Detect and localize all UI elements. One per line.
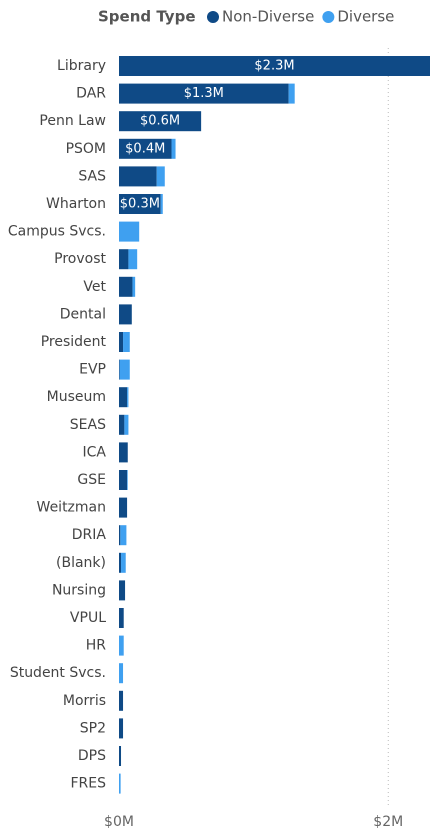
bar-segment bbox=[119, 194, 161, 214]
bar-segment bbox=[160, 194, 163, 214]
data-label: $0.3M bbox=[120, 197, 160, 212]
y-tick-label: Dental bbox=[60, 306, 106, 322]
data-label: $1.3M bbox=[184, 86, 224, 101]
bar-segment bbox=[119, 552, 122, 573]
bar-segment bbox=[119, 635, 124, 656]
bar-segment bbox=[119, 166, 157, 187]
y-tick-label: Campus Svcs. bbox=[8, 224, 106, 240]
bar-segment bbox=[119, 83, 289, 104]
bar-segment bbox=[124, 414, 129, 435]
bar-segment bbox=[119, 773, 121, 794]
bar-segment bbox=[119, 442, 128, 463]
y-tick-label: DRIA bbox=[72, 527, 107, 543]
y-tick-label: DAR bbox=[76, 86, 106, 102]
x-tick-label: $2M bbox=[373, 814, 403, 830]
y-tick-label: President bbox=[41, 334, 107, 350]
y-tick-label: GSE bbox=[77, 472, 106, 488]
y-tick-label: VPUL bbox=[70, 610, 106, 626]
bar-segment bbox=[119, 663, 124, 684]
bar-segment bbox=[119, 56, 430, 76]
bar-segment bbox=[119, 249, 129, 270]
bar-segment bbox=[119, 276, 133, 297]
bar-segment bbox=[120, 525, 127, 546]
bar-segment bbox=[119, 746, 122, 766]
bar-segment bbox=[119, 387, 128, 408]
data-label: $0.4M bbox=[125, 141, 165, 156]
legend-label: Diverse bbox=[337, 8, 394, 26]
bar-segment bbox=[127, 470, 128, 490]
bar-segment bbox=[119, 138, 172, 159]
bar-segment bbox=[119, 718, 124, 739]
y-tick-label: Weitzman bbox=[37, 500, 106, 516]
bar-segment bbox=[119, 359, 120, 380]
bar-segment bbox=[119, 470, 128, 490]
y-tick-label: SAS bbox=[78, 168, 106, 184]
legend-swatch bbox=[322, 11, 335, 23]
bar-segment bbox=[171, 138, 176, 159]
legend-label: Non-Diverse bbox=[222, 8, 314, 26]
bar-segment bbox=[119, 525, 121, 546]
y-tick-label: FRES bbox=[70, 776, 106, 792]
y-tick-label: Museum bbox=[47, 389, 106, 405]
bar-segment bbox=[288, 83, 295, 104]
y-tick-label: ICA bbox=[83, 444, 107, 460]
y-tick-label: Wharton bbox=[46, 196, 106, 212]
bar-segment bbox=[119, 690, 124, 711]
y-tick-label: DPS bbox=[78, 748, 106, 764]
bar-segment bbox=[119, 111, 202, 132]
bar-segment bbox=[119, 332, 124, 352]
bar-segment bbox=[119, 497, 128, 518]
bar-segment bbox=[119, 304, 132, 325]
y-tick-label: Student Svcs. bbox=[10, 665, 106, 681]
y-tick-label: EVP bbox=[79, 362, 106, 378]
y-tick-label: HR bbox=[86, 638, 107, 654]
bar-segment bbox=[119, 608, 124, 628]
bar-segment bbox=[119, 580, 126, 601]
legend-swatch bbox=[207, 11, 219, 23]
y-tick-label: Library bbox=[57, 58, 106, 74]
bar-segment bbox=[132, 276, 136, 297]
data-label: $2.3M bbox=[254, 59, 294, 74]
y-tick-label: Provost bbox=[54, 251, 106, 267]
y-tick-label: SP2 bbox=[80, 720, 106, 736]
y-tick-label: SEAS bbox=[70, 417, 106, 433]
y-tick-label: PSOM bbox=[66, 141, 106, 157]
bar-segment bbox=[119, 414, 125, 435]
bar-segment bbox=[128, 249, 138, 270]
bar-segment bbox=[127, 387, 129, 408]
bar-segment bbox=[156, 166, 165, 187]
bar-segment bbox=[119, 359, 130, 380]
legend-title: Spend Type bbox=[98, 8, 196, 26]
bar-segment bbox=[123, 332, 130, 352]
bar-segment bbox=[121, 552, 126, 573]
y-tick-label: Vet bbox=[83, 279, 106, 295]
data-label: $0.6M bbox=[140, 114, 180, 129]
bar-segment bbox=[119, 221, 140, 242]
y-tick-label: Morris bbox=[63, 693, 106, 709]
x-tick-label: $0M bbox=[104, 814, 134, 830]
y-tick-label: Penn Law bbox=[39, 113, 106, 129]
y-tick-label: Nursing bbox=[52, 582, 106, 598]
y-tick-label: (Blank) bbox=[56, 555, 106, 571]
